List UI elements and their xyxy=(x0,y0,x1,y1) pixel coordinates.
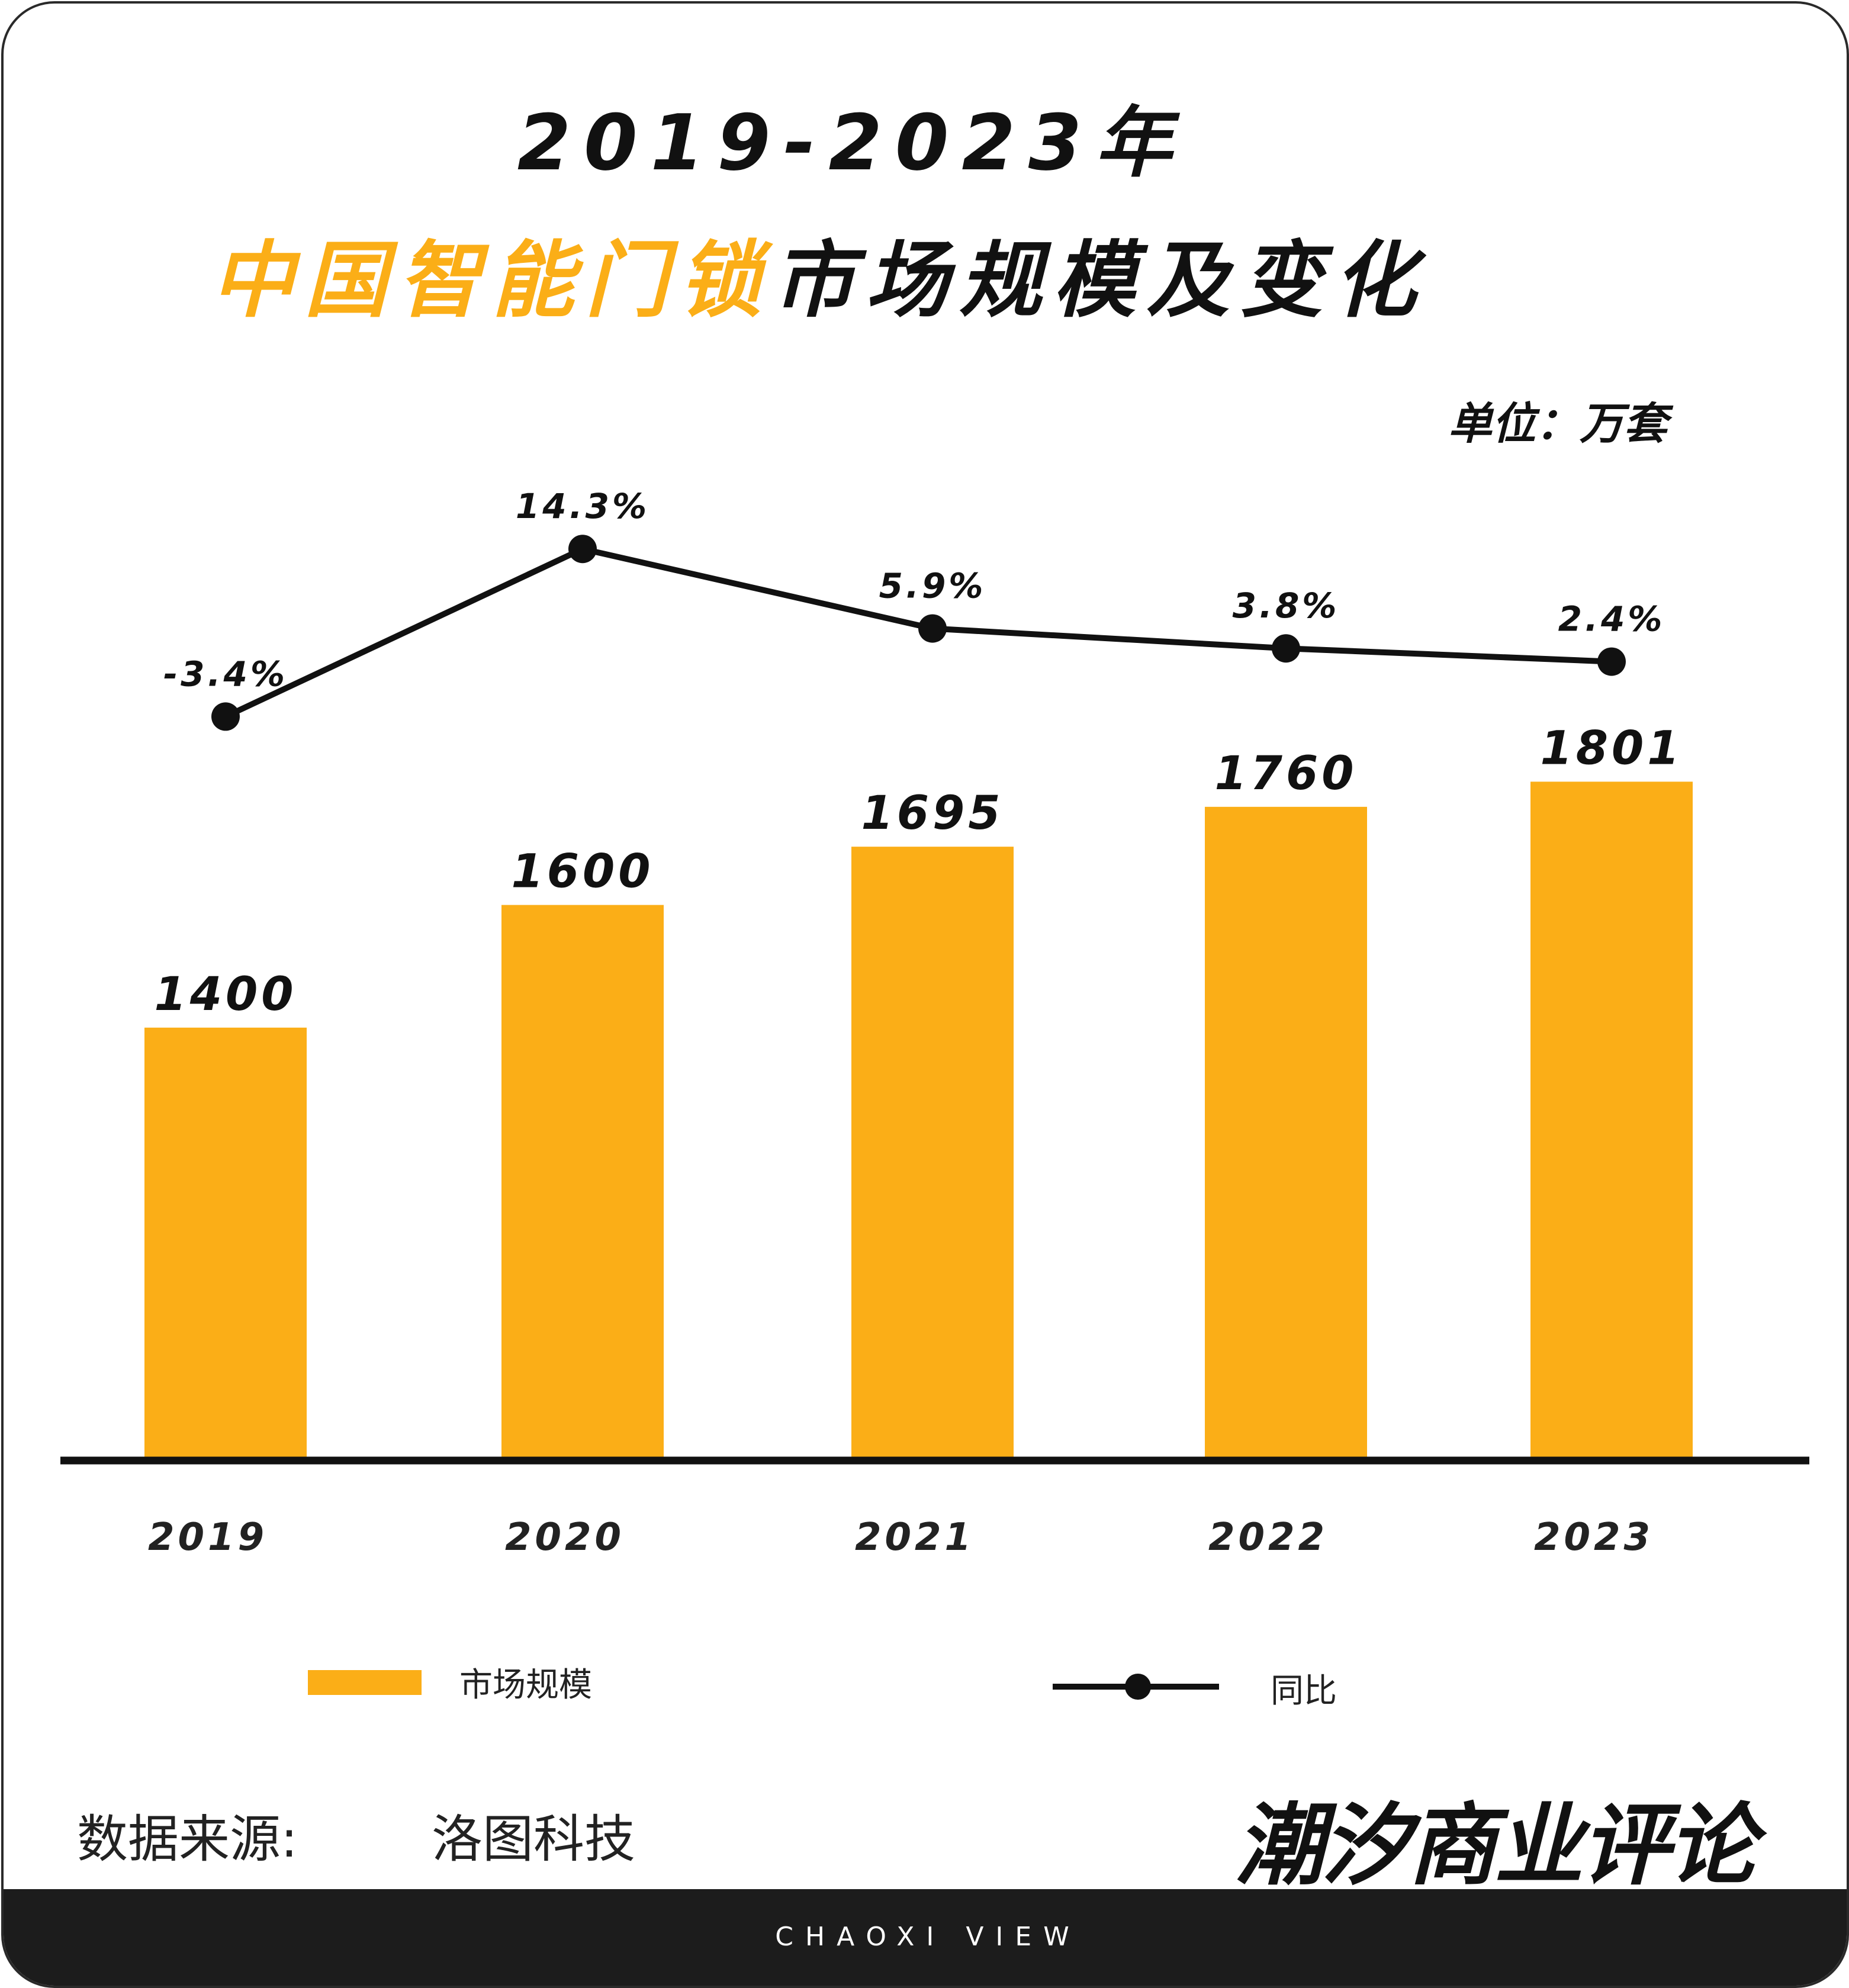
chart-title-line1: 2019-2023年 xyxy=(517,98,1185,188)
bar-2023 xyxy=(1530,781,1693,1457)
yoy-value-label: 3.8% xyxy=(1233,586,1340,626)
legend-line-label: 同比 xyxy=(1271,1672,1337,1710)
yoy-value-label: 2.4% xyxy=(1558,599,1665,639)
x-tick-label: 2021 xyxy=(855,1516,975,1559)
bar-value-label: 1400 xyxy=(154,968,297,1021)
x-tick-label: 2019 xyxy=(148,1516,268,1559)
yoy-point-2021 xyxy=(918,614,947,643)
chart-plot: 1400 2019 1600 2020 1695 2021 1760 2022 1801 2023… xyxy=(60,486,1809,1559)
bar-value-label: 1801 xyxy=(1540,722,1683,775)
yoy-point-2019 xyxy=(211,702,240,731)
x-tick-label: 2020 xyxy=(505,1516,625,1559)
legend-bar-label: 市场规模 xyxy=(459,1666,592,1704)
legend-bar-swatch xyxy=(308,1670,422,1695)
yoy-value-label: -3.4% xyxy=(163,654,288,694)
legend-line-swatch xyxy=(1053,1674,1219,1700)
title-rest: 市场规模及变化 xyxy=(772,233,1427,329)
brand-logo: 潮汐商业评论 xyxy=(1235,1794,1756,1897)
yoy-point-2020 xyxy=(568,535,597,564)
title-highlight: 中国智能门锁 xyxy=(211,233,773,329)
x-tick-label: 2022 xyxy=(1208,1516,1328,1559)
bar-2022 xyxy=(1205,806,1367,1457)
bar-2021 xyxy=(851,847,1014,1457)
bar-2020 xyxy=(501,905,664,1457)
unit-label: 单位：万套 xyxy=(1448,398,1667,449)
yoy-value-label: 14.3% xyxy=(516,486,649,526)
yoy-point-2022 xyxy=(1272,634,1300,663)
chart-title-line2: 中国智能门锁市场规模及变化 xyxy=(211,214,1427,333)
bar-2019 xyxy=(144,1027,307,1457)
footer-text: CHAOXI VIEW xyxy=(775,1922,1081,1952)
source-value: 洛图科技 xyxy=(432,1810,635,1869)
source-label: 数据来源: xyxy=(77,1810,298,1869)
x-tick-label: 2023 xyxy=(1534,1516,1654,1559)
yoy-value-label: 5.9% xyxy=(879,566,986,606)
yoy-point-2023 xyxy=(1597,647,1626,676)
bar-value-label: 1760 xyxy=(1214,747,1357,800)
footer-band xyxy=(4,1889,1847,1986)
bar-value-label: 1600 xyxy=(511,845,654,899)
bar-value-label: 1695 xyxy=(861,787,1004,840)
